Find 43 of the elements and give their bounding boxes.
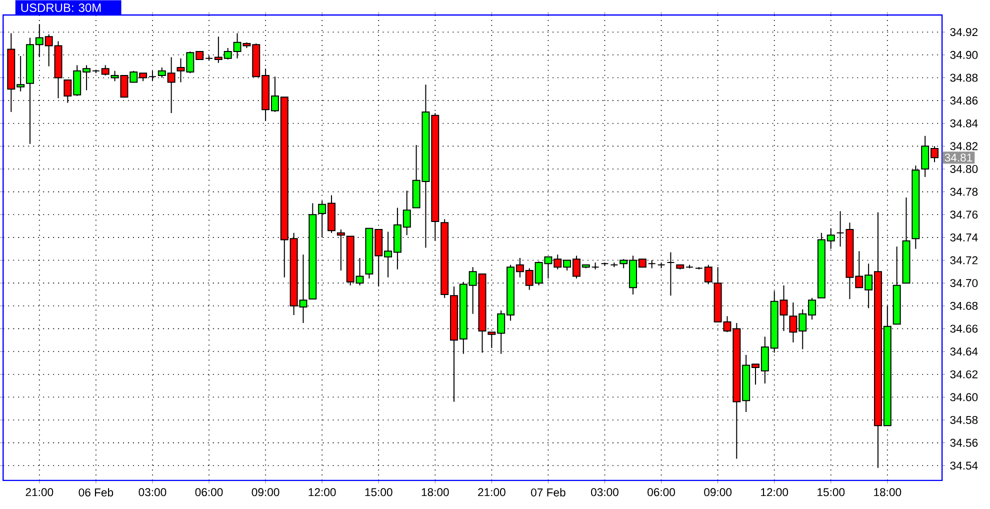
candlestick <box>666 252 675 296</box>
x-tick-label: 06 Feb <box>78 488 114 496</box>
candlestick <box>148 70 156 82</box>
x-tick-label: 18:00 <box>874 488 902 496</box>
x-tick-label: 21:00 <box>478 488 506 496</box>
x-tick-label: 03:00 <box>591 488 618 496</box>
y-tick-label: 34.78 <box>950 188 978 196</box>
y-tick-label: 34.70 <box>950 278 978 287</box>
candlestick <box>101 64 110 76</box>
y-tick-label: 34.66 <box>950 324 978 333</box>
y-tick-label: 34.56 <box>950 438 978 447</box>
y-tick-label: 34.64 <box>950 347 978 356</box>
y-tick-label: 34.58 <box>950 416 978 424</box>
y-tick-label: 34.60 <box>950 392 978 401</box>
y-tick-label: 34.62 <box>950 370 978 378</box>
x-tick-label: 06:00 <box>195 488 223 496</box>
candlestick <box>336 228 345 271</box>
y-tick-label: 34.86 <box>950 96 978 104</box>
x-tick-label: 06:00 <box>648 488 675 496</box>
x-tick-label: 15:00 <box>818 488 845 496</box>
chart-title: USDRUB: 30M <box>21 3 101 12</box>
y-tick-label: 34.88 <box>950 74 978 82</box>
x-tick-label: 09:00 <box>252 488 280 496</box>
y-tick-label: 34.82 <box>950 142 978 150</box>
x-tick-label: 09:00 <box>704 488 732 496</box>
y-tick-label: 34.54 <box>950 461 978 470</box>
y-tick-label: 34.80 <box>950 164 978 173</box>
candlestick <box>704 264 712 285</box>
y-tick-label: 34.92 <box>950 28 978 36</box>
y-tick-label: 34.74 <box>950 233 978 242</box>
y-tick-label: 34.68 <box>950 302 978 310</box>
y-tick-label: 34.76 <box>950 210 978 218</box>
x-tick-label: 12:00 <box>761 488 788 496</box>
x-tick-label: 03:00 <box>138 488 166 496</box>
x-tick-label: 21:00 <box>26 488 54 496</box>
y-tick-label: 34.84 <box>950 119 978 128</box>
x-tick-label: 18:00 <box>422 488 449 496</box>
y-tick-label: 34.72 <box>950 256 978 264</box>
x-tick-label: 07 Feb <box>531 488 566 496</box>
x-tick-label: 15:00 <box>365 488 392 496</box>
annotation: 34.81 <box>944 153 972 162</box>
y-tick-label: 34.90 <box>950 50 978 59</box>
x-tick-label: 12:00 <box>308 488 336 496</box>
